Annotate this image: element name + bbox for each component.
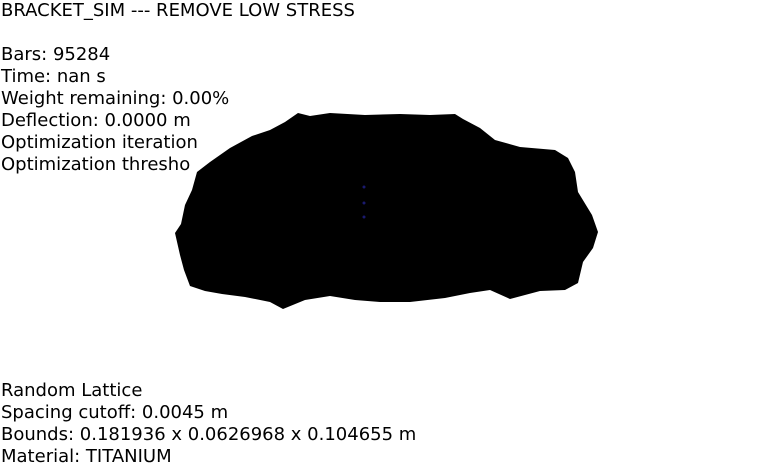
- lattice-mesh: [175, 113, 598, 309]
- bounds-readout: Bounds: 0.181936 x 0.0626968 x 0.104655 …: [1, 424, 417, 445]
- node-marker: [362, 201, 366, 205]
- bars-count: Bars: 95284: [1, 44, 111, 65]
- window-title: BRACKET_SIM --- REMOVE LOW STRESS: [1, 0, 355, 21]
- weight-remaining: Weight remaining: 0.00%: [1, 88, 230, 109]
- spacing-cutoff: Spacing cutoff: 0.0045 m: [1, 402, 229, 423]
- node-marker: [362, 215, 366, 219]
- time-readout: Time: nan s: [1, 66, 106, 87]
- optimization-threshold: Optimization thresho: [1, 154, 191, 175]
- material-label: Material: TITANIUM: [1, 446, 172, 467]
- lattice-type: Random Lattice: [1, 380, 143, 401]
- optimization-iterations: Optimization iteration: [1, 132, 198, 153]
- node-marker: [362, 185, 366, 189]
- deflection-readout: Deflection: 0.0000 m: [1, 110, 191, 131]
